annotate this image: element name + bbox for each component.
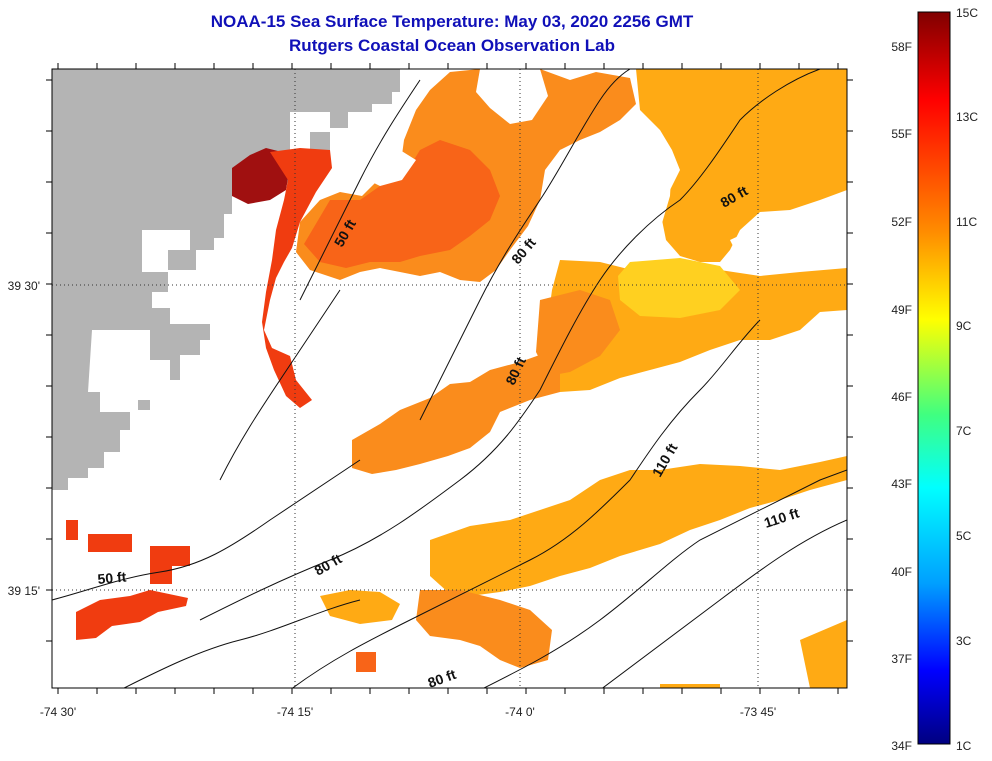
cb-f-49: 49F — [891, 303, 912, 317]
bay-water — [88, 330, 170, 412]
bay-water-inlet — [290, 112, 330, 150]
depth-contours — [52, 69, 847, 688]
sst-patch-darkred — [232, 148, 290, 204]
gap-white-ne — [548, 130, 672, 260]
gap-white-ne2 — [730, 212, 847, 276]
lat-label-39-30: 39 30' — [8, 279, 40, 293]
contour-label-50ft-sw: 50 ft — [97, 569, 127, 587]
cb-f-37: 37F — [891, 652, 912, 666]
graticule — [52, 69, 847, 688]
cb-f-34: 34F — [891, 739, 912, 753]
lon-label-74-15: -74 15' — [277, 705, 313, 719]
cb-f-40: 40F — [891, 565, 912, 579]
cb-c-5: 5C — [956, 529, 972, 543]
sst-patch-red-small — [356, 652, 376, 672]
cb-f-46: 46F — [891, 390, 912, 404]
cb-f-55: 55F — [891, 127, 912, 141]
sst-patch-orange-se — [416, 590, 552, 668]
sst-patch-orange-central — [352, 352, 560, 474]
cb-c-7: 7C — [956, 424, 972, 438]
gap-white-north — [476, 69, 548, 124]
sst-patch-red-sw3 — [66, 520, 78, 540]
cb-c-11: 11C — [956, 215, 977, 229]
sst-patch-amber-corner — [800, 620, 847, 688]
sst-patch-amber-ne — [636, 69, 847, 262]
bay-water-north — [142, 230, 190, 272]
cb-c-9: 9C — [956, 319, 972, 333]
colorbar-celsius-labels: 15C 13C 11C 9C 7C 5C 3C 1C — [956, 6, 978, 753]
sst-patch-amber-mid — [540, 260, 847, 392]
sst-patch-amber-bottom — [660, 684, 720, 688]
lon-label-73-45: -73 45' — [740, 705, 776, 719]
lon-label-74-30: -74 30' — [40, 705, 76, 719]
cb-c-3: 3C — [956, 634, 972, 648]
sst-patch-yellow-mid — [618, 258, 740, 318]
sst-patch-amber-south — [320, 590, 400, 624]
gap-white-north2 — [364, 150, 416, 186]
chart-subtitle: Rutgers Coastal Ocean Observation Lab — [289, 36, 615, 55]
colorbar — [917, 11, 951, 745]
sst-patch-orange-red-north — [304, 140, 500, 268]
sst-patch-amber-se — [430, 456, 847, 596]
sst-patch-red-sw — [76, 590, 188, 640]
cb-f-43: 43F — [891, 477, 912, 491]
sst-patch-red-coast — [262, 148, 332, 408]
lat-label-39-15: 39 15' — [8, 584, 40, 598]
map-frame — [51, 68, 848, 689]
cb-c-15: 15C — [956, 6, 978, 20]
colorbar-fahrenheit-labels: 58F 55F 52F 49F 46F 43F 40F 37F 34F — [891, 40, 912, 753]
cb-f-52: 52F — [891, 215, 912, 229]
sst-patch-red-sw4 — [150, 546, 190, 584]
sst-patch-orange-mid — [536, 290, 620, 376]
cb-c-1: 1C — [956, 739, 972, 753]
tick-marks — [46, 63, 853, 694]
lon-label-74-0: -74 0' — [505, 705, 535, 719]
sst-patch-red-sw2 — [88, 534, 132, 552]
cb-f-58: 58F — [891, 40, 912, 54]
cb-c-13: 13C — [956, 110, 978, 124]
chart-title: NOAA-15 Sea Surface Temperature: May 03,… — [210, 12, 694, 31]
